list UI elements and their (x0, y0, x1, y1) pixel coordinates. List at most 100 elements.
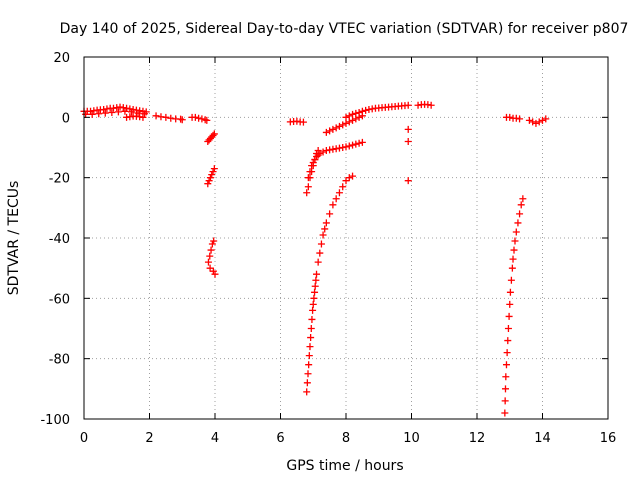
data-point (332, 124, 340, 132)
data-point (514, 219, 522, 227)
data-point (305, 352, 313, 360)
x-tick-label: 8 (342, 431, 350, 446)
data-point (502, 373, 510, 381)
x-axis-label: GPS time / hours (286, 458, 403, 474)
data-point (332, 195, 340, 203)
data-point (352, 140, 360, 148)
data-point (88, 110, 96, 118)
y-tick-label: -60 (49, 292, 70, 307)
y-axis-label: SDTVAR / TECUs (6, 181, 22, 296)
data-point (404, 177, 412, 185)
data-point (342, 177, 350, 185)
data-point (304, 174, 312, 182)
data-point (345, 174, 353, 182)
data-point (532, 119, 540, 127)
data-point (427, 101, 435, 109)
data-point (358, 107, 366, 115)
data-point (314, 258, 322, 266)
data-point (304, 370, 312, 378)
data-point (501, 397, 509, 405)
data-point (358, 138, 366, 146)
data-point (501, 385, 509, 393)
data-point (152, 112, 160, 120)
data-point (342, 113, 350, 121)
data-point (311, 282, 319, 290)
data-point (319, 148, 327, 156)
data-point (322, 219, 330, 227)
data-point (314, 151, 322, 159)
data-point (207, 246, 215, 254)
data-point (345, 112, 353, 120)
data-point (307, 325, 315, 332)
data-point (512, 228, 520, 236)
data-points (80, 100, 550, 417)
data-point (108, 109, 116, 117)
y-tick-label: -40 (49, 232, 70, 247)
data-point (313, 153, 321, 161)
data-point (307, 334, 315, 342)
data-point (502, 361, 510, 369)
data-point (139, 113, 147, 121)
data-point (506, 288, 514, 296)
data-point (319, 231, 327, 239)
data-point (114, 108, 122, 116)
x-tick-label: 10 (403, 431, 420, 446)
data-point (329, 125, 337, 133)
data-point (504, 325, 512, 332)
data-point (306, 343, 314, 351)
x-tick-label: 12 (469, 431, 486, 446)
data-point (345, 142, 353, 150)
data-point (306, 168, 314, 176)
data-point (505, 312, 513, 320)
y-tick-labels: -100 -80 -60 -40 -20 0 20 (40, 51, 70, 428)
data-point (313, 270, 321, 278)
data-point (349, 116, 357, 124)
data-point (316, 249, 324, 257)
data-point (335, 189, 343, 197)
data-point (309, 300, 317, 308)
data-point (308, 315, 316, 323)
data-point (516, 210, 524, 218)
data-point (206, 252, 214, 260)
data-point (355, 109, 363, 117)
data-point (316, 150, 324, 158)
y-tick-label: -20 (49, 172, 70, 187)
data-point (506, 300, 514, 308)
y-tick-label: 0 (62, 111, 70, 126)
data-point (404, 101, 412, 109)
data-point (508, 264, 516, 272)
data-point (509, 255, 517, 263)
data-point (339, 183, 347, 191)
x-tick-label: 6 (276, 431, 284, 446)
data-point (503, 349, 511, 357)
data-point (305, 361, 313, 369)
data-point (519, 195, 527, 203)
data-point (178, 116, 186, 124)
data-point (342, 119, 350, 127)
data-point (507, 276, 515, 284)
y-tick-label: -100 (40, 413, 70, 428)
data-point (210, 237, 218, 245)
x-tick-label: 14 (534, 431, 551, 446)
data-point (203, 116, 211, 124)
data-point (82, 110, 90, 118)
data-point (342, 143, 350, 151)
data-point (501, 409, 509, 417)
data-point (321, 225, 329, 233)
data-point (206, 264, 214, 272)
data-point (299, 118, 307, 126)
data-point (362, 106, 370, 114)
data-point (310, 294, 318, 302)
data-point (191, 113, 199, 121)
data-point (95, 110, 103, 118)
data-point (542, 115, 550, 123)
data-point (516, 115, 524, 123)
data-point (308, 162, 316, 170)
data-point (317, 240, 325, 248)
data-point (210, 165, 218, 173)
data-point (329, 201, 337, 209)
x-tick-label: 2 (145, 431, 153, 446)
x-tick-label: 4 (211, 431, 219, 446)
x-tick-label: 0 (80, 431, 88, 446)
